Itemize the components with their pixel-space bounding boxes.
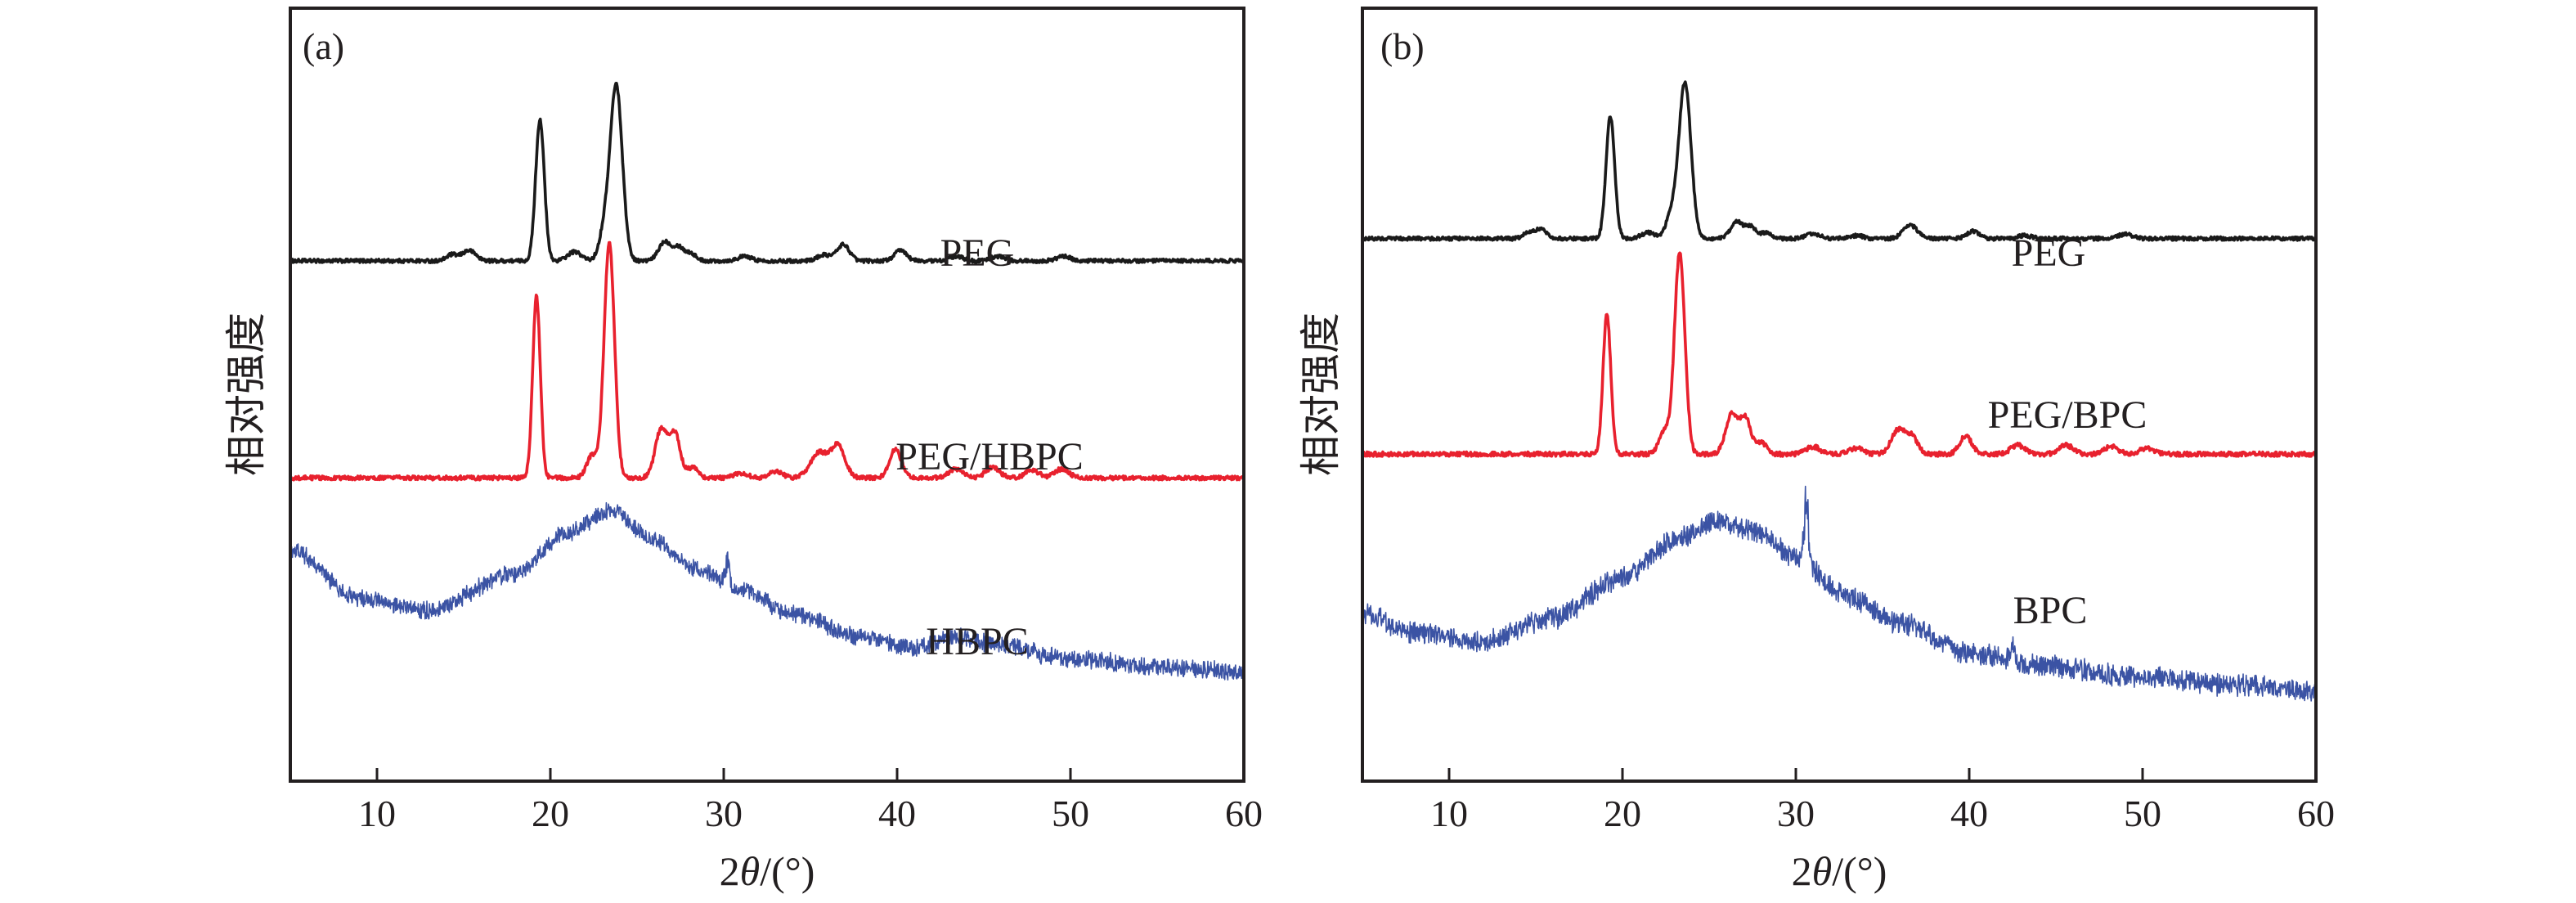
x-tick-label: 50	[1052, 793, 1089, 834]
plot-area-a	[289, 82, 1245, 681]
series-label-peg-bpc: PEG/BPC	[1988, 393, 2147, 437]
x-tick-label: 30	[1777, 793, 1815, 834]
y-axis-label-b: 相对强度	[1297, 312, 1344, 476]
y-axis-label-a: 相对强度	[222, 312, 270, 476]
series-label-hbpc: HBPC	[926, 620, 1028, 663]
x-axis-label-a: 2θ/(°)	[720, 848, 815, 894]
x-axis-label-b: 2θ/(°)	[1792, 848, 1887, 894]
x-tick-label: 20	[532, 793, 569, 834]
series-labels-a: PEG PEG/HBPC HBPC	[895, 231, 1083, 663]
x-tick-label: 50	[2124, 793, 2161, 834]
chart-panel-b: 10 20 30 40 50 60 PEG PEG/BPC BPC (b) 2θ/(°) 相对…	[1297, 7, 2335, 894]
x-axis-ticks-b: 10 20 30 40 50 60	[1430, 768, 2335, 834]
plot-area-b	[1361, 80, 2318, 702]
x-tick-label: 30	[705, 793, 743, 834]
x-tick-label: 60	[1225, 793, 1263, 834]
series-label-peg-hbpc: PEG/HBPC	[895, 435, 1083, 478]
series-line-bpc	[1362, 485, 2317, 702]
plot-frame-a	[289, 7, 1245, 783]
series-line-peg	[289, 82, 1245, 264]
x-tick-label: 60	[2297, 793, 2335, 834]
series-line-hbpc	[289, 501, 1245, 681]
series-line-peg-hbpc	[289, 240, 1245, 482]
plot-frame-b	[1361, 7, 2318, 783]
series-label-peg: PEG	[940, 231, 1015, 275]
x-tick-label: 10	[358, 793, 396, 834]
series-line-peg-bpc	[1361, 251, 2318, 458]
series-label-bpc: BPC	[2013, 589, 2088, 632]
x-tick-label: 40	[878, 793, 916, 834]
panel-label-a: (a)	[303, 25, 344, 67]
panel-label-b: (b)	[1380, 25, 1425, 67]
series-labels-b: PEG PEG/BPC BPC	[1988, 231, 2147, 632]
x-tick-label: 40	[1950, 793, 1988, 834]
x-axis-ticks-a: 10 20 30 40 50 60	[358, 768, 1263, 834]
series-line-peg	[1361, 80, 2317, 242]
x-tick-label: 20	[1604, 793, 1641, 834]
x-tick-label: 10	[1430, 793, 1468, 834]
series-label-peg: PEG	[2012, 231, 2086, 275]
